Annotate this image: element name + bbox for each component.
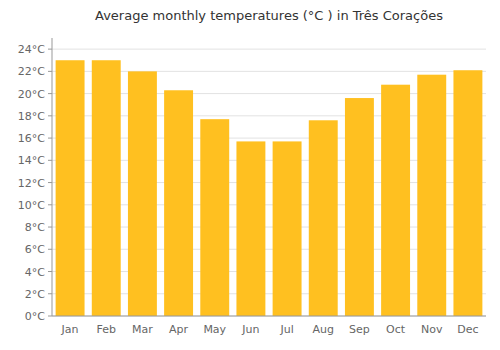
y-tick-label: 2°C [25, 288, 45, 301]
x-tick-label: Jun [241, 323, 259, 336]
bar [345, 98, 374, 316]
x-tick-label: Jul [279, 323, 293, 336]
y-tick [48, 204, 52, 205]
chart-container: Average monthly temperatures (°C ) in Tr… [0, 0, 500, 350]
x-tick-label: Oct [386, 323, 406, 336]
y-tick-label: 8°C [25, 221, 45, 234]
x-tick-label: Feb [97, 323, 116, 336]
grid [52, 49, 486, 316]
y-tick [48, 93, 52, 94]
y-tick [48, 316, 52, 317]
y-tick [48, 182, 52, 183]
bar [453, 70, 482, 316]
grid-line [52, 49, 486, 50]
y-tick-label: 22°C [18, 65, 45, 78]
chart-title: Average monthly temperatures (°C ) in Tr… [95, 8, 443, 23]
grid-line [52, 316, 486, 317]
y-axis-ticks: 0°C 2°C 4°C 6°C 8°C 10°C 12°C 14°C 16°C 18°C 20°C 2… [18, 43, 52, 323]
y-axis-line [52, 38, 53, 316]
y-tick-label: 20°C [18, 88, 45, 101]
y-tick [48, 249, 52, 250]
x-tick-label: Jan [61, 323, 79, 336]
y-tick-label: 12°C [18, 177, 45, 190]
y-tick-label: 6°C [25, 243, 45, 256]
bar [200, 119, 229, 316]
y-tick [48, 138, 52, 139]
y-tick-label: 14°C [18, 154, 45, 167]
x-tick-label: Nov [421, 323, 443, 336]
x-axis-line [52, 316, 486, 317]
bar [381, 85, 410, 316]
bar [309, 120, 338, 316]
y-tick [48, 293, 52, 294]
y-tick-label: 16°C [18, 132, 45, 145]
bar [164, 90, 193, 316]
y-tick [48, 271, 52, 272]
y-tick [48, 115, 52, 116]
x-tick-label: Dec [457, 323, 478, 336]
x-tick-label: Sep [349, 323, 370, 336]
y-tick-label: 4°C [25, 266, 45, 279]
y-tick-label: 10°C [18, 199, 45, 212]
chart-svg: Average monthly temperatures (°C ) in Tr… [0, 0, 500, 350]
bar [273, 141, 302, 316]
bar [417, 75, 446, 316]
bar [92, 60, 121, 316]
x-tick-label: Aug [313, 323, 334, 336]
x-axis-ticks: Jan Feb Mar Apr May Jun Jul Aug Sep Oct Nov Dec [61, 323, 479, 336]
bar [128, 71, 157, 316]
y-tick-label: 18°C [18, 110, 45, 123]
bars [56, 60, 483, 316]
y-tick-label: 24°C [18, 43, 45, 56]
y-tick [48, 49, 52, 50]
y-tick [48, 160, 52, 161]
page: {"chart_data": {"type": "bar", "title": … [0, 0, 500, 350]
bar [56, 60, 85, 316]
y-tick-label: 0°C [25, 310, 45, 323]
y-tick [48, 227, 52, 228]
x-tick-label: Apr [169, 323, 189, 336]
y-tick [48, 71, 52, 72]
bar [236, 141, 265, 316]
x-tick-label: Mar [132, 323, 153, 336]
x-tick-label: May [203, 323, 226, 336]
